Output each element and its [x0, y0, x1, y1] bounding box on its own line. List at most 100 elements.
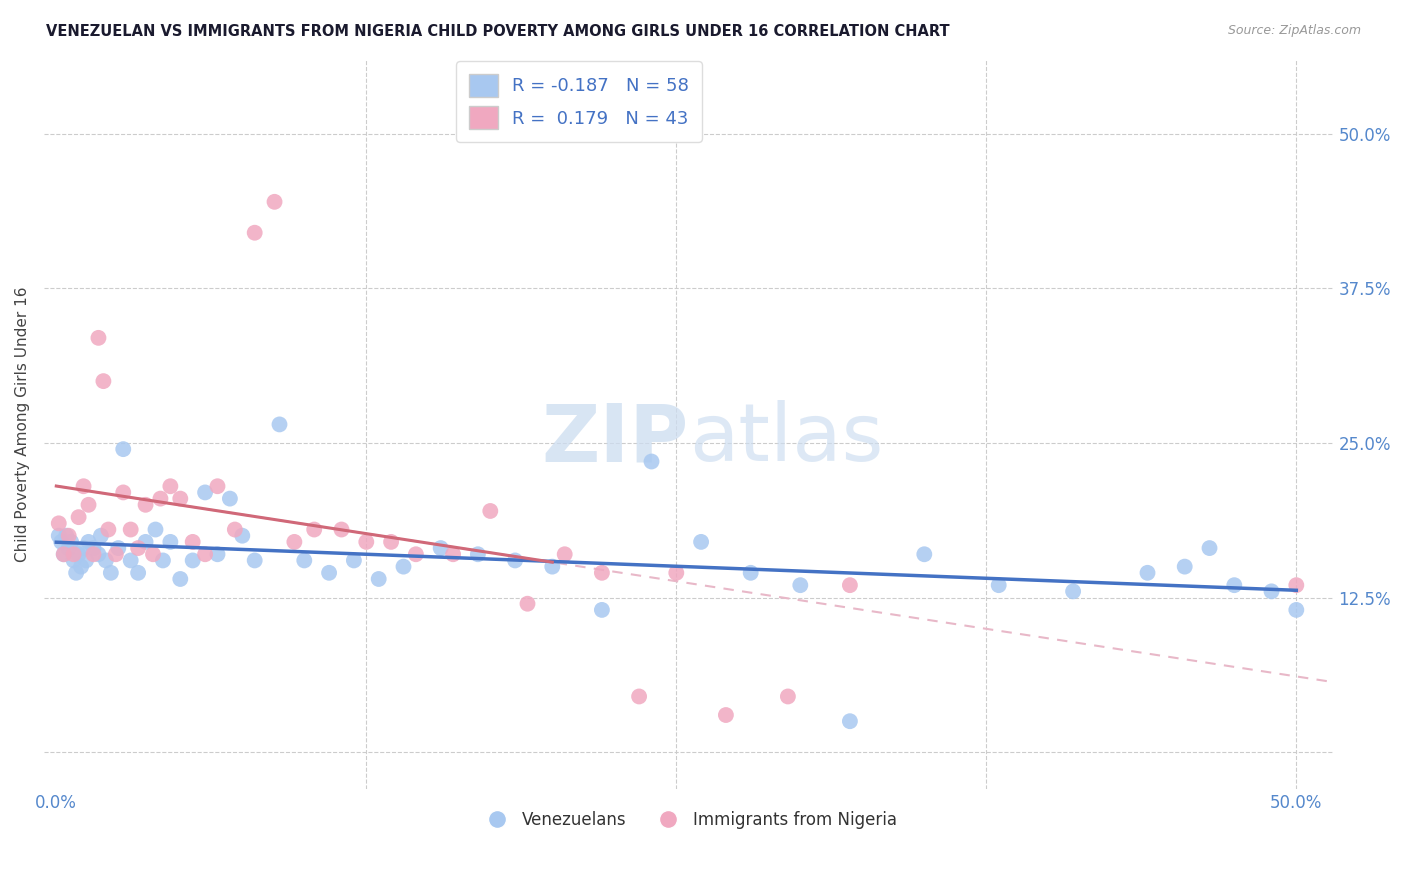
- Point: [77, 535, 100, 549]
- Point: [149, 491, 172, 506]
- Point: [554, 547, 576, 561]
- Point: [152, 553, 174, 567]
- Point: [104, 547, 127, 561]
- Point: [93, 374, 115, 388]
- Text: Source: ZipAtlas.com: Source: ZipAtlas.com: [1227, 24, 1361, 37]
- Text: atlas: atlas: [689, 400, 883, 478]
- Point: [62, 553, 84, 567]
- Point: [169, 572, 191, 586]
- Point: [52, 547, 75, 561]
- Point: [405, 547, 427, 561]
- Point: [343, 553, 366, 567]
- Point: [283, 535, 305, 549]
- Point: [181, 535, 204, 549]
- Point: [72, 479, 94, 493]
- Point: [441, 547, 464, 561]
- Point: [60, 535, 83, 549]
- Point: [194, 485, 217, 500]
- Point: [591, 566, 613, 580]
- Point: [94, 553, 117, 567]
- Text: ZIP: ZIP: [541, 400, 689, 478]
- Point: [503, 553, 526, 567]
- Point: [159, 535, 181, 549]
- Point: [82, 541, 104, 555]
- Point: [380, 535, 402, 549]
- Point: [838, 578, 860, 592]
- Point: [142, 547, 165, 561]
- Point: [48, 516, 70, 531]
- Point: [207, 547, 229, 561]
- Point: [640, 454, 662, 468]
- Point: [169, 491, 191, 506]
- Point: [72, 541, 94, 555]
- Point: [263, 194, 285, 209]
- Point: [77, 498, 100, 512]
- Point: [1223, 578, 1246, 592]
- Point: [97, 523, 120, 537]
- Point: [224, 523, 246, 537]
- Point: [67, 547, 90, 561]
- Point: [87, 331, 110, 345]
- Point: [65, 566, 87, 580]
- Point: [714, 708, 737, 723]
- Point: [145, 523, 167, 537]
- Y-axis label: Child Poverty Among Girls Under 16: Child Poverty Among Girls Under 16: [15, 286, 30, 562]
- Point: [516, 597, 538, 611]
- Point: [318, 566, 340, 580]
- Point: [987, 578, 1010, 592]
- Point: [467, 547, 489, 561]
- Point: [665, 566, 688, 580]
- Point: [181, 553, 204, 567]
- Point: [356, 535, 378, 549]
- Point: [82, 547, 104, 561]
- Point: [159, 479, 181, 493]
- Point: [135, 535, 157, 549]
- Point: [51, 535, 73, 549]
- Point: [48, 529, 70, 543]
- Point: [120, 553, 142, 567]
- Point: [58, 529, 80, 543]
- Point: [292, 553, 315, 567]
- Point: [1260, 584, 1282, 599]
- Point: [1062, 584, 1084, 599]
- Point: [541, 559, 564, 574]
- Point: [1285, 578, 1308, 592]
- Point: [127, 541, 149, 555]
- Point: [1285, 603, 1308, 617]
- Point: [776, 690, 799, 704]
- Point: [135, 498, 157, 512]
- Point: [479, 504, 502, 518]
- Point: [120, 523, 142, 537]
- Legend: Venezuelans, Immigrants from Nigeria: Venezuelans, Immigrants from Nigeria: [474, 805, 904, 836]
- Point: [112, 442, 135, 457]
- Point: [194, 547, 217, 561]
- Point: [90, 529, 112, 543]
- Point: [107, 541, 129, 555]
- Point: [740, 566, 762, 580]
- Point: [58, 541, 80, 555]
- Point: [367, 572, 389, 586]
- Point: [67, 510, 90, 524]
- Point: [1198, 541, 1220, 555]
- Point: [392, 559, 415, 574]
- Point: [207, 479, 229, 493]
- Point: [912, 547, 935, 561]
- Point: [62, 547, 84, 561]
- Point: [330, 523, 353, 537]
- Point: [1174, 559, 1197, 574]
- Point: [628, 690, 651, 704]
- Point: [127, 566, 149, 580]
- Text: VENEZUELAN VS IMMIGRANTS FROM NIGERIA CHILD POVERTY AMONG GIRLS UNDER 16 CORRELA: VENEZUELAN VS IMMIGRANTS FROM NIGERIA CH…: [46, 24, 950, 39]
- Point: [231, 529, 253, 543]
- Point: [87, 547, 110, 561]
- Point: [429, 541, 451, 555]
- Point: [70, 559, 93, 574]
- Point: [100, 566, 122, 580]
- Point: [838, 714, 860, 729]
- Point: [690, 535, 713, 549]
- Point: [219, 491, 242, 506]
- Point: [55, 529, 77, 543]
- Point: [789, 578, 811, 592]
- Point: [269, 417, 291, 432]
- Point: [591, 603, 613, 617]
